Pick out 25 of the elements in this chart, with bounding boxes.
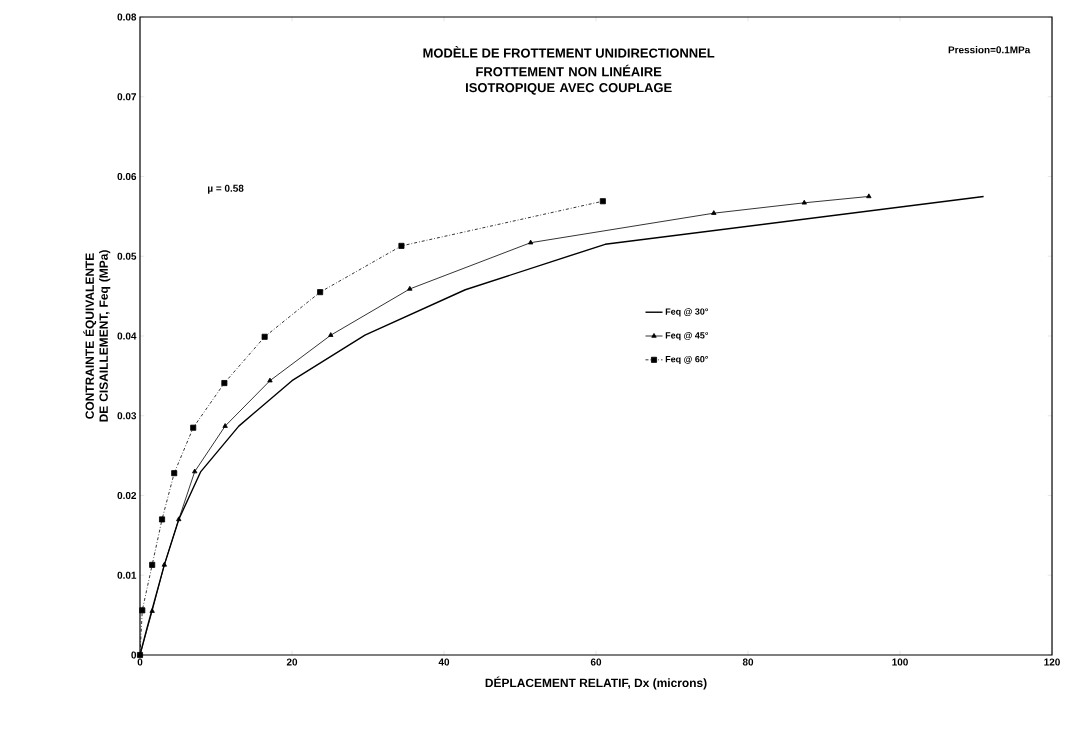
x-axis-title: DÉPLACEMENT RELATIF, Dx (microns) [485,676,707,690]
y-tick-label: 0.01 [117,571,137,579]
annotation: µ = 0.58 [208,184,244,194]
annotation: Pression=0.1MPa [948,46,1031,54]
x-tick-label: 40 [438,658,450,666]
x-tick-label: 0 [137,658,143,666]
y-tick-label: 0.07 [117,93,137,101]
legend-label: Feq @ 30° [665,308,709,317]
y-tick-label: 0.08 [117,13,137,21]
y-tick-label: 0 [131,651,137,659]
y-tick-label: 0.06 [117,172,137,181]
legend-label: Feq @ 45° [665,332,709,341]
text: MODÈLE DE FROTTEMENT UNIDIRECTIONNEL [423,46,715,58]
y-tick-label: 0.03 [117,412,137,420]
legend-label: Feq @ 60° [665,355,709,365]
x-tick-label: 20 [286,658,298,666]
y-tick-label: 0.05 [117,252,137,260]
x-tick-label: 120 [1044,658,1060,666]
y-tick-label: 0.02 [117,491,137,500]
text: FROTTEMENT NON LINÉAIRE ISOTROPIQUE AVEC COUPLAGE [466,64,672,95]
x-tick-label: 100 [892,658,908,666]
x-tick-label: 60 [590,658,602,666]
y-axis-title: CONTRAINTE ÉQUIVALENTE DE CISAILLEMENT, Feq (MPa) [83,250,111,422]
y-tick-label: 0.04 [117,332,137,340]
x-tick-label: 80 [742,658,754,666]
